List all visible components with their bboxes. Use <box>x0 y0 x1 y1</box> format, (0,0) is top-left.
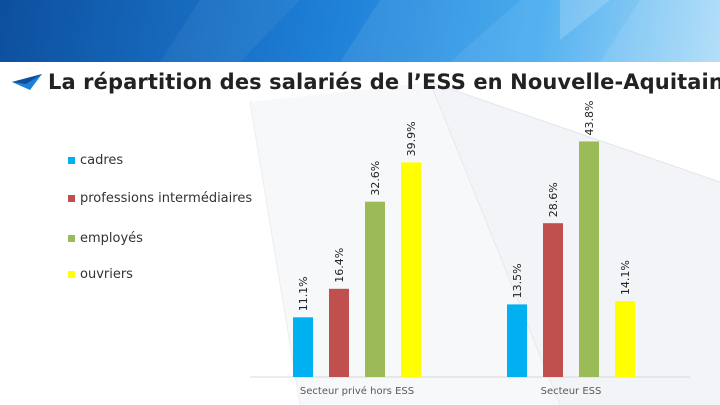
legend-item-professions-intermediaires: professions intermédiaires <box>68 190 252 206</box>
category-label-2: Secteur ESS <box>541 386 602 397</box>
legend-label-ouvriers: ouvriers <box>80 266 133 282</box>
paper-plane-icon <box>12 74 42 90</box>
bar-employes-1 <box>365 201 385 377</box>
value-label-professions-intermediaires-2: 28.6% <box>547 182 560 217</box>
category-label-1: Secteur privé hors ESS <box>300 385 414 397</box>
value-label-employes-2: 43.8% <box>583 101 596 136</box>
value-label-group: 11.1% 16.4% 32.6% 39.9% 13.5% 28.6% 43.8% 14.1% <box>297 101 632 312</box>
bar-cadres-1 <box>293 317 313 377</box>
value-label-ouvriers-2: 14.1% <box>619 260 632 295</box>
header-banner <box>0 0 720 62</box>
value-label-professions-intermediaires-1: 16.4% <box>333 248 346 283</box>
legend-item-employes: employés <box>68 230 143 246</box>
legend-item-ouvriers: ouvriers <box>68 266 133 282</box>
bar-group <box>293 141 635 377</box>
legend-label-employes: employés <box>80 230 143 246</box>
legend-swatch-professions-intermediaires <box>68 194 75 202</box>
bar-cadres-2 <box>507 304 527 377</box>
value-label-ouvriers-1: 39.9% <box>405 121 418 156</box>
legend-item-cadres: cadres <box>68 152 123 168</box>
bar-employes-2 <box>579 141 599 377</box>
bar-professions-intermediaires-1 <box>329 288 349 377</box>
bar-ouvriers-1 <box>401 162 421 377</box>
category-label-group: Secteur privé hors ESS Secteur ESS <box>300 385 601 397</box>
legend-swatch-cadres <box>68 156 75 164</box>
banner-facets <box>160 0 720 62</box>
bar-professions-intermediaires-2 <box>543 223 563 377</box>
legend-label-professions-intermediaires: professions intermédiaires <box>80 190 253 206</box>
legend-swatch-ouvriers <box>68 270 75 278</box>
value-label-cadres-2: 13.5% <box>511 263 524 298</box>
value-label-employes-1: 32.6% <box>369 161 382 196</box>
page-title: La répartition des salariés de l’ESS en … <box>48 70 720 94</box>
bar-ouvriers-2 <box>615 301 635 377</box>
legend-label-cadres: cadres <box>80 152 124 168</box>
value-label-cadres-1: 11.1% <box>297 276 310 311</box>
legend-swatch-employes <box>68 234 75 242</box>
